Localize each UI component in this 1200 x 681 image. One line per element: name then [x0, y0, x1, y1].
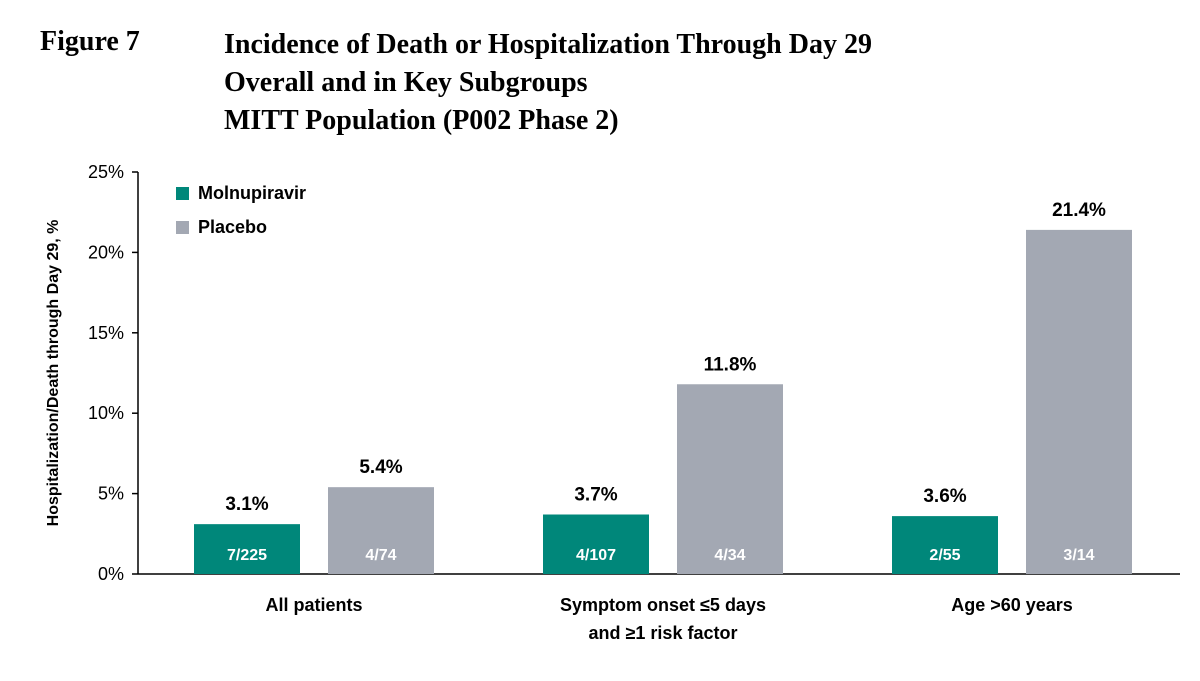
figure-title-line: MITT Population (P002 Phase 2): [224, 105, 619, 136]
y-tick-label: 5%: [98, 484, 124, 504]
data-label: 11.8%: [704, 354, 757, 375]
legend-label: Molnupiravir: [198, 183, 306, 203]
bar-molnupiravir: [194, 524, 300, 574]
y-axis-label: Hospitalization/Death through Day 29, %: [45, 220, 62, 527]
bar-molnupiravir: [543, 514, 649, 574]
data-label: 21.4%: [1052, 200, 1106, 221]
count-label: 4/74: [365, 547, 396, 564]
data-label: 5.4%: [359, 457, 402, 478]
data-label: 3.6%: [923, 486, 966, 507]
figure-title: Incidence of Death or Hospitalization Th…: [224, 26, 872, 140]
legend-swatch: [176, 221, 189, 234]
count-label: 4/107: [576, 547, 616, 564]
y-tick-label: 15%: [88, 323, 124, 343]
x-tick-label: Symptom onset ≤5 days: [560, 595, 766, 615]
count-label: 3/14: [1063, 547, 1094, 564]
legend-swatch: [176, 187, 189, 200]
count-label: 7/225: [227, 547, 267, 564]
y-tick-label: 10%: [88, 403, 124, 423]
figure-label: Figure 7: [40, 26, 140, 57]
bar-molnupiravir: [892, 516, 998, 574]
x-tick-label: and ≥1 risk factor: [589, 623, 738, 643]
y-tick-label: 0%: [98, 564, 124, 584]
bar-placebo: [1026, 229, 1132, 574]
legend-label: Placebo: [198, 217, 267, 237]
x-tick-label: All patients: [265, 595, 362, 615]
figure-title-line: Overall and in Key Subgroups: [224, 67, 588, 98]
count-label: 4/34: [714, 547, 745, 564]
x-tick-label: Age >60 years: [951, 595, 1073, 615]
figure-title-line: Incidence of Death or Hospitalization Th…: [224, 29, 872, 60]
data-label: 3.7%: [574, 485, 617, 506]
data-label: 3.1%: [225, 494, 268, 515]
y-tick-label: 20%: [88, 242, 124, 262]
bar-placebo: [328, 487, 434, 574]
y-tick-label: 25%: [88, 162, 124, 182]
count-label: 2/55: [929, 547, 960, 564]
bar-placebo: [677, 384, 783, 574]
